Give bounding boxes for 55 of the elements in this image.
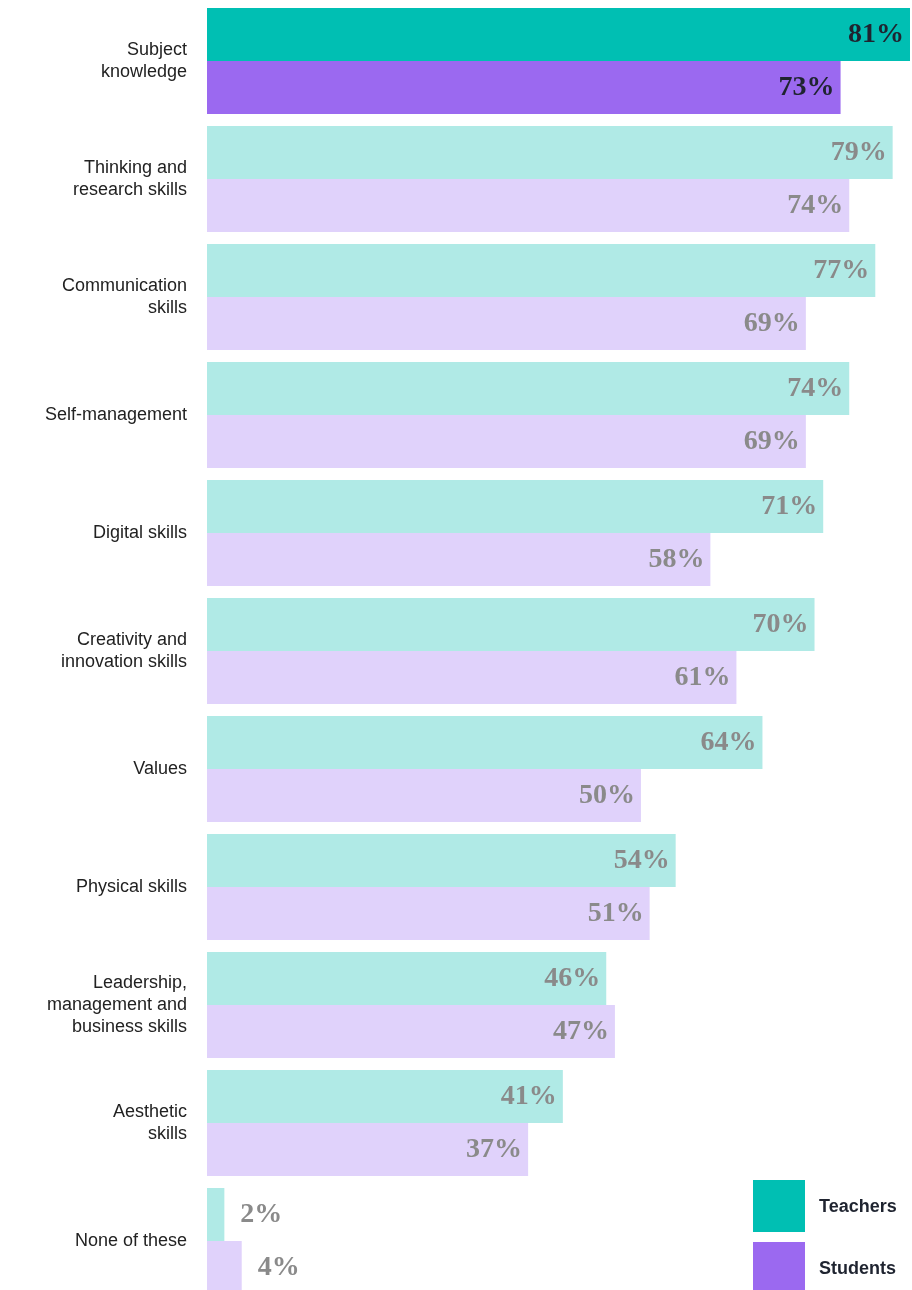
data-label: 81%: [848, 16, 904, 48]
bar: [207, 834, 676, 887]
bar: [207, 598, 815, 651]
y-tick-label: Thinking and research skills: [72, 156, 187, 199]
y-tick-label: Self-management: [44, 403, 187, 424]
data-label: 79%: [830, 134, 887, 166]
bar: [207, 952, 607, 1005]
data-label: 69%: [743, 423, 800, 455]
bar: [207, 179, 850, 232]
data-label: 51%: [587, 895, 644, 927]
data-label: 69%: [743, 305, 800, 337]
bar: [207, 769, 641, 822]
bar: [207, 480, 824, 533]
data-label: 74%: [787, 187, 844, 219]
data-label: 73%: [778, 69, 835, 101]
y-tick-label: Physical skills: [75, 875, 187, 896]
bar: [207, 362, 850, 415]
bar: [207, 1005, 615, 1058]
data-label: 4%: [257, 1249, 300, 1281]
data-label: 70%: [752, 606, 809, 638]
bar: [207, 533, 711, 586]
y-tick-label: Digital skills: [92, 521, 187, 542]
data-label: 47%: [552, 1013, 609, 1045]
data-label: 41%: [500, 1078, 557, 1110]
y-tick-label: Communication skills: [61, 274, 187, 317]
y-tick-label: Aesthetic skills: [112, 1100, 187, 1143]
bar: [207, 1070, 563, 1123]
bar: [207, 61, 841, 114]
data-label: 71%: [761, 488, 818, 520]
y-tick-label: Subject knowledge: [100, 38, 187, 81]
data-label: 64%: [700, 724, 757, 756]
data-label: 2%: [240, 1196, 283, 1228]
bar: [207, 8, 910, 61]
data-label: 61%: [674, 659, 731, 691]
text: Students: [819, 1257, 897, 1278]
data-label: 77%: [813, 252, 870, 284]
y-tick-label: Values: [133, 757, 187, 778]
data-label: 46%: [544, 960, 601, 992]
y-tick-label: Creativity and innovation skills: [60, 628, 187, 671]
bar: [207, 415, 806, 468]
y-tick-label: None of these: [74, 1229, 187, 1250]
data-label: 37%: [466, 1131, 523, 1163]
bar: [207, 1123, 529, 1176]
bar: [207, 651, 737, 704]
data-label: 58%: [648, 541, 705, 573]
bar: [207, 126, 893, 179]
bar: [207, 297, 806, 350]
text: Teachers: [819, 1195, 897, 1216]
data-label: 50%: [578, 777, 635, 809]
bar: [207, 887, 650, 940]
y-tick-label: Leadership, management and business skills: [46, 971, 187, 1036]
bar: [207, 244, 876, 297]
data-label: 54%: [613, 842, 670, 874]
data-label: 74%: [787, 370, 844, 402]
bar: [207, 716, 763, 769]
